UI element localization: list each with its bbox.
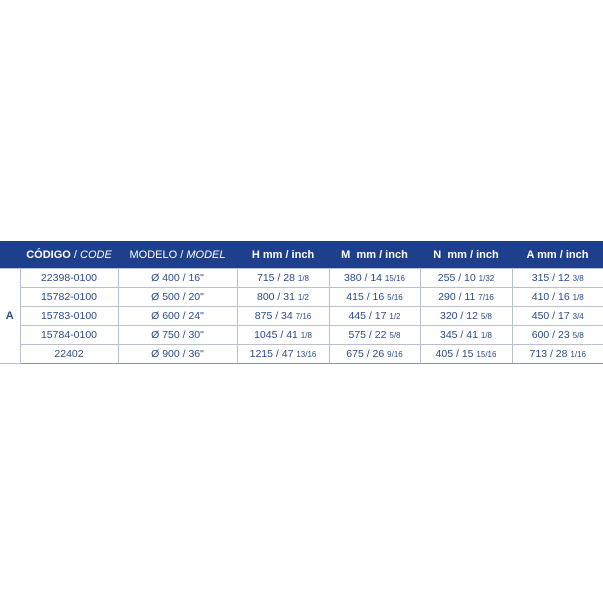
dimension-cell: 255 / 10 1/32 [419,268,513,288]
dimension-value: 415 / 16 [346,291,385,303]
header-row: CÓDIGO / CODE MODELO / MODEL H mm / inch M … [0,241,603,269]
dimension-value: 345 / 41 [440,329,478,341]
header-main: CÓDIGO [26,248,71,261]
column-header: MODELO / MODEL [118,241,237,269]
dimensions-table: CÓDIGO / CODE MODELO / MODEL H mm / inch M … [0,241,603,364]
dimension-value: 875 / 34 [254,310,293,322]
dimension-fraction: 5/16 [387,293,403,302]
code-cell: 22402 [19,344,119,364]
model-cell: Ø 600 / 24" [117,306,238,326]
dimension-cell: 405 / 15 15/16 [419,344,513,364]
dimension-fraction: 1/8 [480,331,492,340]
dimension-cell: 380 / 14 15/16 [328,268,421,288]
header-main: M [341,248,351,261]
dimension-fraction: 1/8 [297,274,309,283]
model-cell: Ø 750 / 30" [117,325,238,345]
dimension-cell: 1045 / 41 1/8 [236,325,330,345]
dimension-value: 320 / 12 [440,310,478,322]
dimension-cell: 320 / 12 5/8 [419,306,513,326]
dimension-fraction: 13/16 [296,350,317,359]
table-row: 15782-0100 Ø 500 / 20" 800 / 31 1/2 415 / 1… [0,287,603,307]
column-header: M mm / inch [329,241,420,269]
dimension-value: 713 / 28 [529,348,568,360]
dimension-value: 255 / 10 [437,272,476,284]
dimension-fraction: 1/16 [570,350,586,359]
dimension-fraction: 1/8 [300,331,312,340]
dimension-fraction: 3/8 [572,274,584,283]
column-header: CÓDIGO / CODE [20,241,118,269]
dimension-cell: 415 / 16 5/16 [328,287,421,307]
dimension-cell: 345 / 41 1/8 [419,325,513,345]
header-unit: mm / inch [350,248,408,261]
dimension-cell: 315 / 12 3/8 [511,268,603,288]
dimension-fraction: 1/2 [297,293,309,302]
table-row: 15783-0100 Ø 600 / 24" 875 / 34 7/16 445 / … [0,306,603,326]
dimension-value: 290 / 11 [438,291,476,303]
dimension-value: 450 / 17 [531,310,570,322]
table-row: 22402 Ø 900 / 36" 1215 / 47 13/16 675 / 26 … [0,344,603,364]
dimension-fraction: 9/16 [387,350,403,359]
dimension-cell: 675 / 26 9/16 [328,344,421,364]
dimension-cell: 1215 / 47 13/16 [236,344,330,364]
model-cell: Ø 500 / 20" [117,287,238,307]
dimension-cell: 800 / 31 1/2 [236,287,330,307]
table-row: 15784-0100 Ø 750 / 30" 1045 / 41 1/8 575 / … [0,325,603,345]
header-unit: mm / inch [534,248,589,261]
table-row: A 22398-0100 Ø 400 / 16" 715 / 28 1/8 380 / … [0,268,603,364]
model-cell: Ø 900 / 36" [117,344,238,364]
column-header: N mm / inch [420,241,512,269]
dimension-fraction: 15/16 [384,274,405,283]
column-header: A mm / inch [512,241,603,269]
header-main: A [526,248,535,261]
header-sub: MODEL [186,248,226,261]
dimension-fraction: 7/16 [295,312,312,321]
header-unit: mm / inch [441,248,499,261]
dimension-value: 380 / 14 [344,272,382,284]
dimension-value: 405 / 15 [435,348,474,360]
dimension-fraction: 5/8 [480,312,492,321]
dimension-fraction: 3/4 [572,312,584,321]
column-header: H mm / inch [237,241,329,269]
code-cell: 22398-0100 [19,268,119,288]
group-label: A [0,268,21,364]
header-blank [0,241,20,269]
dimension-fraction: 5/8 [389,331,401,340]
dimension-value: 410 / 16 [531,291,570,303]
header-sub: CODE [80,248,112,261]
dimension-value: 715 / 28 [257,272,295,284]
dimension-fraction: 5/8 [572,331,584,340]
dimension-value: 1215 / 47 [249,348,294,360]
model-cell: Ø 400 / 16" [117,268,238,288]
code-cell: 15782-0100 [19,287,119,307]
header-main: H [251,248,260,261]
dimension-cell: 575 / 22 5/8 [328,325,421,345]
dimension-cell: 410 / 16 1/8 [511,287,603,307]
header-main: MODELO [129,248,178,261]
dimension-cell: 290 / 11 7/16 [419,287,513,307]
dimension-cell: 713 / 28 1/16 [511,344,603,364]
dimension-value: 1045 / 41 [254,329,298,341]
code-cell: 15784-0100 [19,325,119,345]
dimension-value: 600 / 23 [531,329,570,341]
dimension-fraction: 15/16 [476,350,497,359]
dimension-value: 675 / 26 [346,348,385,360]
header-sep: / [70,248,80,261]
dimension-value: 800 / 31 [257,291,295,303]
header-unit: mm / inch [259,248,315,261]
dimension-value: 575 / 22 [348,329,387,341]
dimension-cell: 600 / 23 5/8 [511,325,603,345]
dimension-fraction: 1/8 [572,293,584,302]
dimension-value: 315 / 12 [531,272,570,284]
dimension-cell: 715 / 28 1/8 [236,268,330,288]
dimension-fraction: 7/16 [478,293,494,302]
dimension-cell: 445 / 17 1/2 [328,306,421,326]
dimension-value: 445 / 17 [348,310,387,322]
code-cell: 15783-0100 [19,306,119,326]
header-main: N [433,248,442,261]
dimension-cell: 875 / 34 7/16 [236,306,330,326]
dimension-cell: 450 / 17 3/4 [511,306,603,326]
header-sep: / [177,248,187,261]
dimension-fraction: 1/32 [478,274,495,283]
dimension-fraction: 1/2 [389,312,401,321]
